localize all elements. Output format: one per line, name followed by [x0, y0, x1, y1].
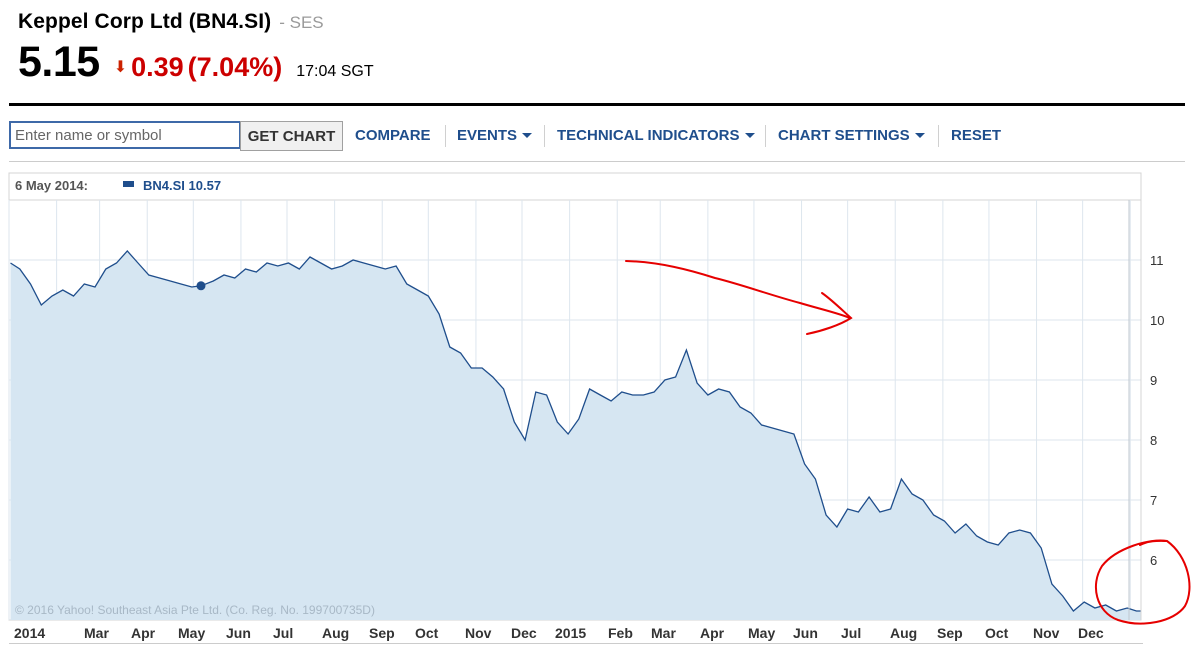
x-tick-label: Apr [131, 625, 156, 641]
copyright-text: © 2016 Yahoo! Southeast Asia Pte Ltd. (C… [15, 603, 375, 617]
tooltip-series-value: BN4.SI 10.57 [143, 178, 221, 193]
x-tick-label: 2014 [14, 625, 45, 641]
caret-down-icon [744, 133, 755, 138]
x-tick-label: Nov [1033, 625, 1060, 641]
x-tick-label: Mar [84, 625, 109, 641]
red-arrowhead-annotation [806, 292, 853, 335]
events-label: EVENTS [457, 127, 518, 144]
reset-link[interactable]: RESET [951, 127, 1002, 144]
x-tick-label: Aug [322, 625, 349, 641]
x-tick-label: Dec [511, 625, 537, 641]
y-tick-label: 11 [1150, 253, 1164, 268]
price-change: 0.39 [131, 52, 184, 82]
toolbar-divider [765, 125, 766, 147]
x-tick-label: Apr [700, 625, 725, 641]
compare-link[interactable]: COMPARE [355, 127, 431, 144]
tooltip-date: 6 May 2014: [15, 178, 88, 193]
x-tick-label: Sep [937, 625, 963, 641]
last-price: 5.15 [18, 38, 100, 86]
x-tick-label: Aug [890, 625, 917, 641]
hover-marker [196, 281, 206, 291]
toolbar-divider [544, 125, 545, 147]
caret-down-icon [914, 133, 925, 138]
price-area [10, 251, 1141, 620]
price-change-percent: (7.04%) [187, 52, 283, 82]
red-circle-annotation [1094, 539, 1191, 625]
technical-indicators-menu[interactable]: TECHNICAL INDICATORS [557, 127, 755, 144]
y-tick-label: 10 [1150, 313, 1164, 328]
x-tick-label: Jul [273, 625, 293, 641]
exchange-label: - SES [279, 13, 324, 32]
x-tick-label: Jun [226, 625, 251, 641]
x-tick-label: Dec [1078, 625, 1104, 641]
legend-swatch [123, 181, 134, 187]
axis-bottom-rule [9, 643, 1143, 644]
technical-indicators-label: TECHNICAL INDICATORS [557, 127, 740, 144]
toolbar-divider [938, 125, 939, 147]
get-chart-button[interactable]: GET CHART [240, 121, 343, 151]
down-arrow-icon: ⬇ [113, 59, 128, 76]
x-tick-label: 2015 [555, 625, 586, 641]
x-tick-label: May [748, 625, 775, 641]
symbol-search-input[interactable] [9, 121, 241, 149]
y-tick-label: 7 [1150, 493, 1157, 508]
x-tick-label: Oct [415, 625, 439, 641]
toolbar-bottom-rule [9, 161, 1185, 162]
chart-settings-label: CHART SETTINGS [778, 127, 910, 144]
x-tick-label: Mar [651, 625, 676, 641]
x-tick-label: Sep [369, 625, 395, 641]
red-arrow-annotation [625, 260, 851, 319]
y-tick-label: 8 [1150, 433, 1157, 448]
quote-header: Keppel Corp Ltd (BN4.SI) - SES 5.15 ⬇ 0.… [18, 10, 374, 87]
x-tick-label: Jun [793, 625, 818, 641]
chart-toolbar: GET CHART COMPARE EVENTS TECHNICAL INDIC… [9, 121, 1185, 151]
events-menu[interactable]: EVENTS [457, 127, 533, 144]
y-tick-label: 6 [1150, 553, 1157, 568]
x-tick-label: Nov [465, 625, 492, 641]
x-tick-label: Jul [841, 625, 861, 641]
toolbar-divider [445, 125, 446, 147]
company-name: Keppel Corp Ltd (BN4.SI) [18, 10, 272, 33]
x-tick-label: Oct [985, 625, 1009, 641]
y-tick-label: 9 [1150, 373, 1157, 388]
caret-down-icon [522, 133, 533, 138]
header-divider [9, 103, 1185, 106]
x-tick-label: May [178, 625, 205, 641]
chart-settings-menu[interactable]: CHART SETTINGS [778, 127, 925, 144]
quote-time: 17:04 SGT [296, 63, 374, 80]
x-tick-label: Feb [608, 625, 633, 641]
